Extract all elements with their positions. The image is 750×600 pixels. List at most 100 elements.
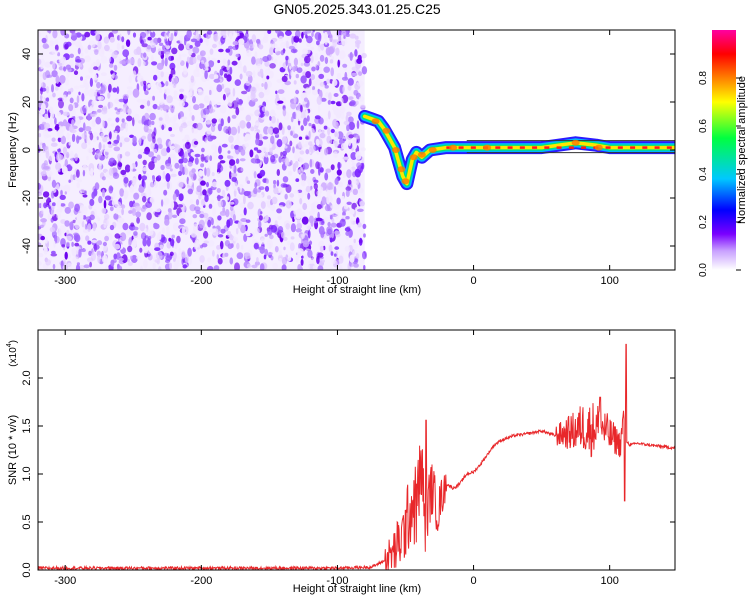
heatmap-cell	[161, 76, 168, 81]
heatmap-cell	[348, 121, 356, 131]
heatmap-cell	[352, 188, 358, 195]
heatmap-cell	[310, 169, 315, 174]
heatmap-cell	[178, 181, 186, 188]
heatmap-cell	[211, 118, 217, 124]
heatmap-cell	[38, 31, 42, 37]
heatmap-cell	[119, 154, 123, 159]
heatmap-cell	[235, 53, 241, 58]
heatmap-cell	[330, 205, 335, 209]
heatmap-cell	[358, 239, 363, 244]
heatmap-cell	[178, 158, 184, 164]
ridge-blob	[428, 147, 437, 153]
heatmap-cell	[168, 210, 173, 220]
heatmap-cell	[194, 157, 199, 165]
ridge-blob	[409, 154, 418, 161]
y-tick-label: 1.0	[21, 466, 33, 481]
heatmap-cell	[213, 33, 219, 42]
heatmap-cell	[186, 56, 190, 63]
heatmap-cell	[169, 62, 176, 70]
heatmap-cell	[195, 239, 200, 248]
heatmap-cell	[178, 170, 183, 176]
heatmap-cell	[160, 148, 168, 157]
heatmap-cell	[119, 136, 126, 145]
heatmap-cell	[84, 31, 91, 38]
heatmap-cell	[146, 247, 151, 255]
heatmap-cell	[181, 53, 187, 58]
heatmap-cell	[89, 77, 93, 87]
heatmap-cell	[38, 182, 41, 190]
heatmap-cell	[285, 200, 292, 209]
heatmap-cell	[253, 242, 259, 250]
heatmap-cell	[152, 175, 155, 179]
heatmap-cell	[80, 52, 84, 57]
heatmap-cell	[77, 47, 81, 55]
heatmap-cell	[193, 68, 200, 78]
heatmap-cell	[104, 265, 109, 270]
heatmap-cell	[221, 189, 226, 198]
heatmap-cell	[258, 220, 262, 229]
heatmap-cell	[275, 30, 281, 34]
heatmap-cell	[265, 215, 269, 221]
heatmap-cell	[210, 217, 214, 226]
heatmap-cell	[102, 144, 106, 150]
heatmap-cell	[228, 45, 233, 50]
heatmap-cell	[191, 115, 195, 121]
heatmap-cell	[123, 177, 129, 184]
heatmap-cell	[332, 204, 340, 210]
heatmap-cell	[206, 30, 213, 35]
heatmap-cell	[153, 74, 158, 81]
heatmap-cell	[350, 152, 358, 160]
heatmap-cell	[293, 190, 299, 194]
ridge-blob	[371, 118, 380, 125]
heatmap-cell	[309, 158, 313, 168]
heatmap-cell	[63, 66, 67, 72]
heatmap-cell	[256, 193, 263, 199]
heatmap-cell	[71, 133, 76, 143]
heatmap-cell	[116, 134, 120, 142]
heatmap-cell	[284, 50, 292, 55]
ridge-blob	[483, 144, 492, 151]
heatmap-cell	[177, 204, 184, 208]
heatmap-cell	[217, 164, 224, 173]
heatmap-cell	[155, 208, 161, 213]
heatmap-cell	[266, 200, 271, 208]
heatmap-cell	[56, 200, 61, 209]
heatmap-cell	[256, 149, 262, 154]
heatmap-cell	[81, 93, 85, 102]
heatmap-cell	[175, 262, 181, 267]
heatmap-cell	[281, 96, 287, 106]
heatmap-cell	[125, 39, 131, 47]
heatmap-cell	[111, 51, 118, 59]
spectrogram-x-ticks: -300 -200 -100 0 100	[54, 30, 619, 287]
heatmap-cell	[351, 72, 358, 77]
heatmap-cell	[269, 63, 276, 69]
heatmap-cell	[305, 185, 311, 193]
heatmap-cell	[308, 122, 312, 127]
heatmap-cell	[280, 231, 286, 239]
heatmap-cell	[276, 79, 284, 84]
heatmap-cell	[63, 184, 71, 193]
heatmap-cell	[324, 56, 329, 65]
heatmap-cell	[205, 155, 210, 161]
heatmap-cell	[113, 213, 119, 220]
heatmap-cell	[224, 179, 231, 187]
heatmap-cell	[124, 137, 130, 143]
heatmap-cell	[200, 153, 205, 162]
heatmap-cell	[169, 262, 173, 270]
heatmap-cell	[348, 96, 354, 100]
y-tick-label: 0.5	[21, 514, 33, 529]
heatmap-cell	[281, 126, 285, 135]
heatmap-cell	[111, 30, 119, 34]
heatmap-cell	[287, 62, 292, 67]
heatmap-cell	[176, 235, 181, 244]
heatmap-cell	[219, 105, 227, 114]
heatmap-cell	[133, 231, 138, 236]
heatmap-cell	[284, 193, 288, 200]
x-tick-label: -100	[326, 575, 348, 587]
heatmap-cell	[76, 169, 80, 178]
heatmap-cell	[222, 166, 228, 172]
heatmap-cell	[205, 167, 211, 177]
heatmap-cell	[222, 58, 227, 65]
heatmap-cell	[86, 155, 89, 161]
heatmap-cell	[326, 195, 331, 205]
